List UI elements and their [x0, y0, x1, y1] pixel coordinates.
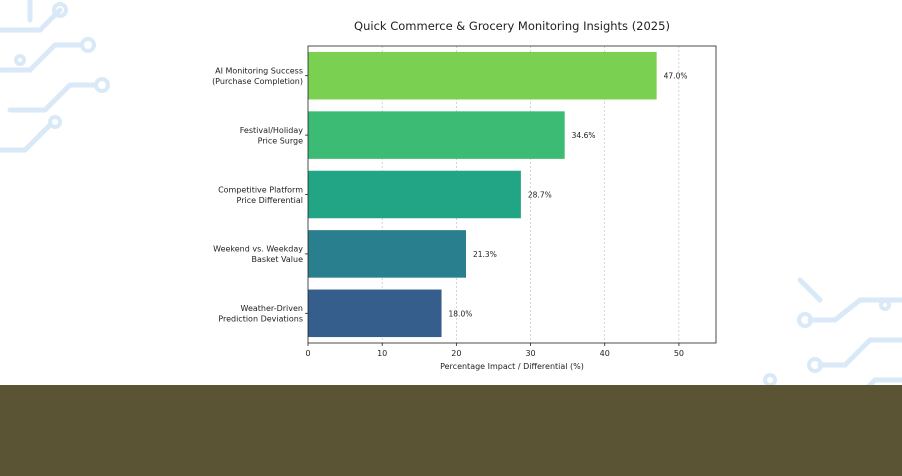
x-tick-label: 30 [525, 349, 535, 358]
x-tick-label: 10 [377, 349, 387, 358]
bar-value-label: 18.0% [449, 309, 473, 318]
decorative-trace [0, 7, 63, 33]
category-label: Weather-Driven Prediction Deviations [218, 304, 303, 324]
bar [308, 51, 657, 100]
decorative-trace [0, 42, 83, 73]
decorative-node [48, 115, 62, 129]
decorative-trace [807, 297, 902, 323]
x-tick-label: 50 [674, 349, 684, 358]
bar [308, 289, 442, 338]
bar-value-label: 28.7% [528, 191, 552, 200]
decorative-node [14, 54, 26, 66]
bar-value-label: 47.0% [664, 72, 688, 81]
x-axis-label: Percentage Impact / Differential (%) [440, 362, 584, 371]
bar [308, 170, 521, 219]
bar [308, 111, 565, 159]
decorative-node [94, 77, 110, 93]
bar-value-label: 34.6% [572, 131, 596, 140]
decorative-trace [0, 122, 53, 153]
category-label: AI Monitoring Success (Purchase Completio… [212, 66, 303, 86]
decorative-node [879, 299, 891, 311]
bar [308, 230, 467, 278]
category-label: Festival/Holiday Price Surge [240, 126, 304, 146]
x-tick-label: 0 [305, 349, 310, 358]
decorative-trace [797, 277, 823, 303]
decorative-node [807, 357, 823, 373]
decorative-trace [7, 82, 98, 113]
footer-band [0, 385, 902, 476]
chart-title: Quick Commerce & Grocery Monitoring Insi… [354, 19, 670, 33]
bar-value-label: 21.3% [473, 250, 497, 259]
decorative-trace [817, 337, 902, 368]
category-label: Weekend vs. Weekday Basket Value [213, 245, 303, 265]
decorative-node [52, 2, 68, 18]
x-tick-label: 20 [451, 349, 461, 358]
category-label: Competitive Platform Price Differential [218, 185, 303, 205]
decorative-node [80, 37, 96, 53]
decorative-node [797, 312, 813, 328]
x-tick-label: 40 [600, 349, 610, 358]
bar-chart: Quick Commerce & Grocery Monitoring Insi… [212, 19, 717, 371]
plot-frame [307, 45, 717, 344]
